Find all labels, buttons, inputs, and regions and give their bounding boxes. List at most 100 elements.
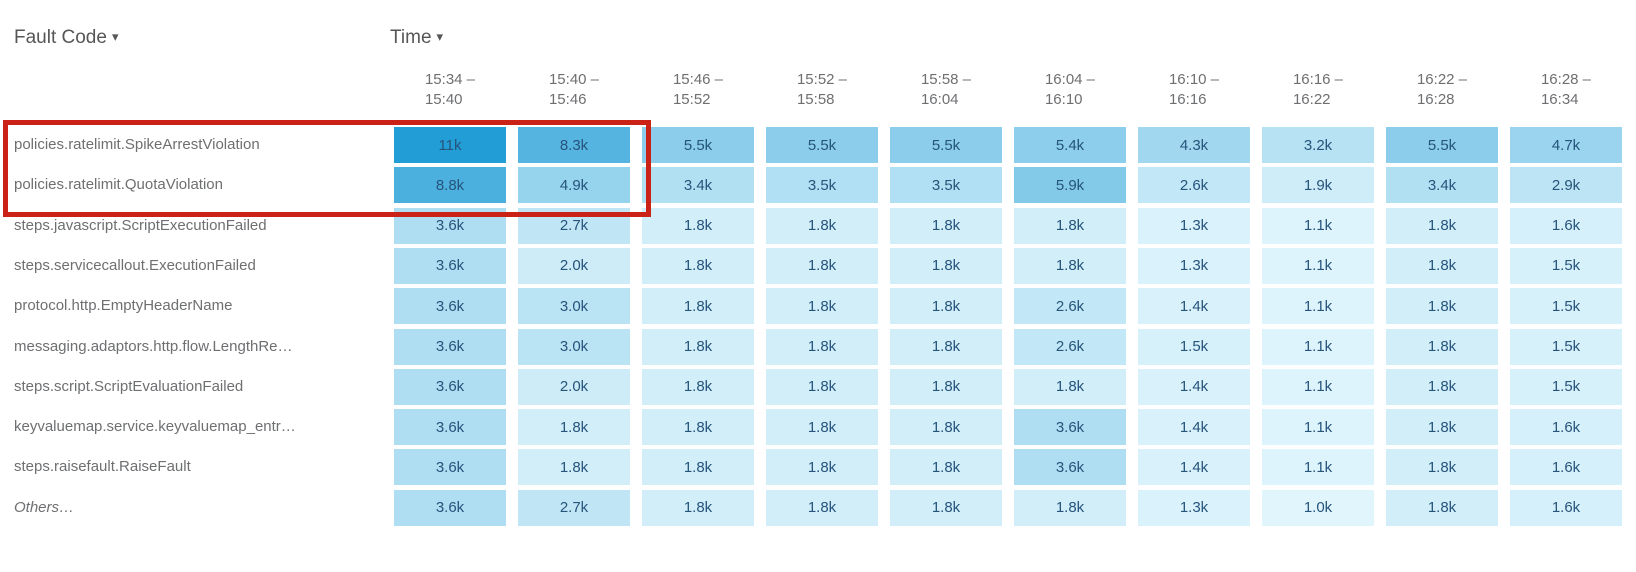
heatmap-cell[interactable]: 1.8k <box>1014 489 1126 526</box>
heatmap-cell[interactable]: 3.6k <box>394 489 506 526</box>
heatmap-cell[interactable]: 8.3k <box>518 127 630 163</box>
heatmap-cell[interactable]: 1.8k <box>766 288 878 325</box>
heatmap-cell[interactable]: 1.8k <box>890 288 1002 325</box>
heatmap-cell[interactable]: 1.8k <box>642 328 754 365</box>
heatmap-cell[interactable]: 1.4k <box>1138 288 1250 325</box>
heatmap-cell[interactable]: 4.9k <box>518 167 630 204</box>
heatmap-cell[interactable]: 1.3k <box>1138 489 1250 526</box>
heatmap-cell[interactable]: 1.8k <box>518 449 630 486</box>
heatmap-cell[interactable]: 1.8k <box>890 207 1002 244</box>
heatmap-cell[interactable]: 2.7k <box>518 207 630 244</box>
heatmap-cell[interactable]: 3.6k <box>394 328 506 365</box>
heatmap-cell[interactable]: 3.5k <box>890 167 1002 204</box>
heatmap-cell[interactable]: 1.8k <box>766 489 878 526</box>
heatmap-cell[interactable]: 1.1k <box>1262 207 1374 244</box>
heatmap-cell[interactable]: 5.5k <box>1386 127 1498 163</box>
heatmap-cell[interactable]: 1.6k <box>1510 207 1622 244</box>
heatmap-cell[interactable]: 1.8k <box>642 409 754 446</box>
heatmap-cell[interactable]: 1.8k <box>1386 449 1498 486</box>
heatmap-cell[interactable]: 1.8k <box>1014 368 1126 405</box>
heatmap-cell[interactable]: 1.1k <box>1262 328 1374 365</box>
heatmap-cell[interactable]: 1.8k <box>890 368 1002 405</box>
heatmap-cell[interactable]: 1.1k <box>1262 247 1374 284</box>
heatmap-cell[interactable]: 1.8k <box>642 288 754 325</box>
heatmap-cell[interactable]: 1.4k <box>1138 368 1250 405</box>
heatmap-cell[interactable]: 4.7k <box>1510 127 1622 163</box>
heatmap-cell[interactable]: 3.0k <box>518 328 630 365</box>
heatmap-cell[interactable]: 1.8k <box>1386 207 1498 244</box>
heatmap-cell[interactable]: 1.8k <box>766 247 878 284</box>
heatmap-cell[interactable]: 1.8k <box>642 247 754 284</box>
heatmap-cell[interactable]: 5.5k <box>890 127 1002 163</box>
heatmap-cell[interactable]: 3.6k <box>394 368 506 405</box>
heatmap-cell[interactable]: 1.8k <box>518 409 630 446</box>
heatmap-cell[interactable]: 1.8k <box>766 207 878 244</box>
heatmap-cell[interactable]: 3.0k <box>518 288 630 325</box>
heatmap-cell[interactable]: 1.8k <box>642 368 754 405</box>
time-dimension-selector[interactable]: Time ▾ <box>390 27 443 49</box>
heatmap-cell[interactable]: 3.4k <box>642 167 754 204</box>
heatmap-cell[interactable]: 8.8k <box>394 167 506 204</box>
heatmap-cell[interactable]: 1.4k <box>1138 409 1250 446</box>
heatmap-cell[interactable]: 1.8k <box>766 368 878 405</box>
heatmap-cell[interactable]: 1.8k <box>890 489 1002 526</box>
fault-code-dimension-selector[interactable]: Fault Code ▾ <box>14 27 118 49</box>
heatmap-cell[interactable]: 1.8k <box>890 409 1002 446</box>
heatmap-cell[interactable]: 1.8k <box>766 409 878 446</box>
heatmap-cell[interactable]: 3.4k <box>1386 167 1498 204</box>
heatmap-cell[interactable]: 3.6k <box>1014 409 1126 446</box>
heatmap-cell[interactable]: 1.1k <box>1262 288 1374 325</box>
heatmap-cell[interactable]: 1.8k <box>642 489 754 526</box>
heatmap-cell[interactable]: 1.5k <box>1510 368 1622 405</box>
heatmap-cell[interactable]: 1.8k <box>766 328 878 365</box>
heatmap-cell[interactable]: 1.8k <box>890 328 1002 365</box>
heatmap-cell[interactable]: 1.9k <box>1262 167 1374 204</box>
heatmap-cell[interactable]: 3.5k <box>766 167 878 204</box>
heatmap-cell[interactable]: 1.8k <box>642 207 754 244</box>
heatmap-cell[interactable]: 3.6k <box>394 288 506 325</box>
heatmap-cell[interactable]: 1.6k <box>1510 449 1622 486</box>
heatmap-cell[interactable]: 1.0k <box>1262 489 1374 526</box>
heatmap-cell[interactable]: 1.4k <box>1138 449 1250 486</box>
heatmap-cell[interactable]: 1.3k <box>1138 247 1250 284</box>
heatmap-cell[interactable]: 4.3k <box>1138 127 1250 163</box>
heatmap-cell[interactable]: 1.1k <box>1262 449 1374 486</box>
heatmap-cell[interactable]: 1.3k <box>1138 207 1250 244</box>
heatmap-cell[interactable]: 3.6k <box>394 409 506 446</box>
heatmap-cell[interactable]: 1.5k <box>1510 288 1622 325</box>
heatmap-cell[interactable]: 1.8k <box>1386 247 1498 284</box>
heatmap-cell[interactable]: 3.6k <box>394 247 506 284</box>
heatmap-cell[interactable]: 3.6k <box>394 449 506 486</box>
heatmap-cell[interactable]: 2.0k <box>518 368 630 405</box>
heatmap-cell[interactable]: 5.5k <box>642 127 754 163</box>
heatmap-cell[interactable]: 5.4k <box>1014 127 1126 163</box>
heatmap-cell[interactable]: 1.6k <box>1510 489 1622 526</box>
heatmap-cell[interactable]: 1.1k <box>1262 409 1374 446</box>
heatmap-cell[interactable]: 1.1k <box>1262 368 1374 405</box>
heatmap-cell[interactable]: 1.5k <box>1510 328 1622 365</box>
heatmap-cell[interactable]: 1.8k <box>1386 328 1498 365</box>
heatmap-cell[interactable]: 2.6k <box>1138 167 1250 204</box>
heatmap-cell[interactable]: 2.9k <box>1510 167 1622 204</box>
heatmap-cell[interactable]: 1.5k <box>1510 247 1622 284</box>
heatmap-cell[interactable]: 1.6k <box>1510 409 1622 446</box>
heatmap-cell[interactable]: 3.6k <box>394 207 506 244</box>
heatmap-cell[interactable]: 1.8k <box>1386 489 1498 526</box>
heatmap-cell[interactable]: 2.7k <box>518 489 630 526</box>
heatmap-cell[interactable]: 1.8k <box>642 449 754 486</box>
heatmap-cell[interactable]: 3.6k <box>1014 449 1126 486</box>
heatmap-cell[interactable]: 1.8k <box>1386 288 1498 325</box>
heatmap-cell[interactable]: 1.8k <box>890 247 1002 284</box>
heatmap-cell[interactable]: 1.8k <box>890 449 1002 486</box>
heatmap-cell[interactable]: 1.8k <box>1386 368 1498 405</box>
heatmap-cell[interactable]: 5.5k <box>766 127 878 163</box>
heatmap-cell[interactable]: 11k <box>394 127 506 163</box>
heatmap-cell[interactable]: 2.0k <box>518 247 630 284</box>
heatmap-cell[interactable]: 3.2k <box>1262 127 1374 163</box>
heatmap-cell[interactable]: 1.8k <box>1386 409 1498 446</box>
heatmap-cell[interactable]: 2.6k <box>1014 328 1126 365</box>
heatmap-cell[interactable]: 5.9k <box>1014 167 1126 204</box>
heatmap-cell[interactable]: 2.6k <box>1014 288 1126 325</box>
heatmap-cell[interactable]: 1.8k <box>1014 247 1126 284</box>
heatmap-cell[interactable]: 1.8k <box>766 449 878 486</box>
